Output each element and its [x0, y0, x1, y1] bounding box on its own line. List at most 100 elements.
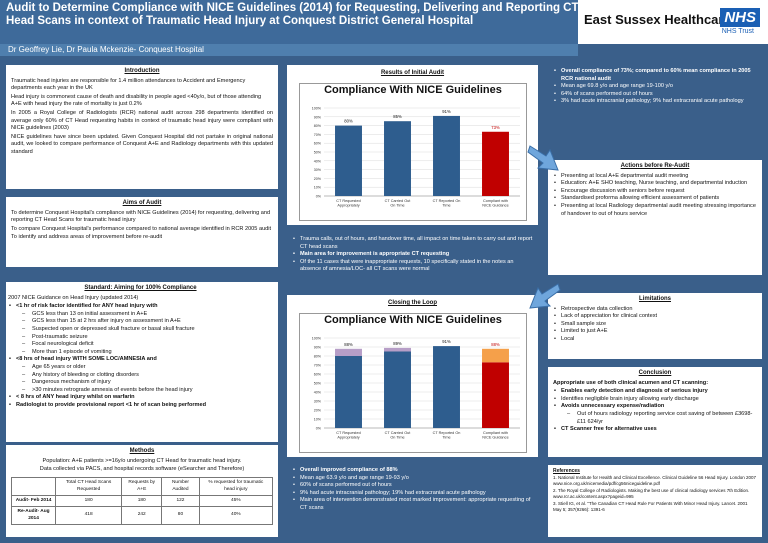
initial-summary-bullets: Overall compliance of 73%; compared to 6… [553, 68, 757, 106]
standard-criterion: <8 hrs of head injury WITH SOME LOC/AMNE… [8, 356, 273, 364]
y-tick-label: 60% [314, 373, 322, 377]
closing-loop-panel: Closing the Loop Compliance With NICE Gu… [287, 295, 538, 457]
nhs-trust-label: NHS Trust [721, 28, 754, 35]
y-tick-label: 50% [314, 151, 322, 155]
table-cell: 418 [55, 505, 123, 525]
references-list: 1. National Institute for Health and Cli… [553, 475, 757, 513]
table-cell: 180 [121, 494, 163, 507]
arrow-to-closing-loop-icon [529, 283, 561, 309]
limitation-item: Limited to just A+E [553, 328, 757, 336]
y-tick-label: 40% [314, 159, 322, 163]
intro-paragraph: Head injury is commonest cause of death … [11, 93, 262, 108]
standard-criterion: Dangerous mechanism of injury [8, 379, 273, 387]
standard-title: Standard: Aiming for 100% Compliance [84, 285, 197, 291]
introduction-panel: Introduction Traumatic head injuries are… [6, 65, 278, 189]
aims-panel: Aims of Audit To determine Conquest Hosp… [6, 197, 278, 267]
nhs-logo: NHS [720, 8, 760, 27]
data-label: 73% [491, 125, 500, 130]
limitation-item: Small sample size [553, 321, 757, 329]
actions-title: Actions before Re-Audit [620, 163, 690, 169]
table-cell: 242 [121, 505, 163, 525]
methods-panel: Methods Population: A+E patients >=16y/o… [6, 445, 278, 537]
y-tick-label: 0% [316, 427, 322, 431]
y-tick-label: 50% [314, 382, 322, 386]
category-label: Compliant with [483, 431, 508, 435]
data-label: 88% [491, 342, 500, 347]
category-label: On Time [390, 204, 404, 208]
standard-intro: 2007 NICE Guidance on Head Injury (updat… [8, 294, 139, 301]
limitation-item: Local [553, 336, 757, 344]
table-header: Number Audited [161, 476, 200, 496]
aims-paragraph: To identify and address areas of improve… [11, 234, 163, 241]
standard-criterion: GCS less than 13 on initial assessment i… [8, 311, 273, 319]
y-tick-label: 0% [316, 195, 322, 199]
table-header [10, 476, 57, 496]
closing-loop-item: Main area of intervention demonstrated m… [292, 497, 533, 512]
limitations-list: Retrospective data collectionLack of app… [553, 306, 757, 344]
aims-title: Aims of Audit [122, 200, 162, 206]
table-cell: 40% [198, 505, 274, 525]
category-label: CT Requested [336, 431, 360, 435]
initial-result-item: Trauma calls, out of hours, and handover… [292, 236, 533, 251]
standard-criterion: Any history of bleeding or clotting diso… [8, 372, 273, 380]
chart-title: Compliance With NICE Guidelines [324, 314, 502, 326]
closing-loop-item: 9% had acute intracranial pathology; 19%… [292, 490, 533, 498]
initial-results-panel: Results of Initial Audit Compliance With… [287, 65, 538, 225]
intro-paragraph: Traumatic head injuries are responsible … [11, 77, 246, 92]
category-label: NICE Guidance [482, 204, 508, 208]
standard-panel: Standard: Aiming for 100% Compliance 200… [6, 282, 278, 442]
intro-paragraph: In 2005 a Royal College of Radiologists … [11, 109, 273, 132]
y-tick-label: 20% [314, 409, 322, 413]
actions-list: Presenting at local A+E departmental aud… [553, 173, 757, 219]
standard-criterion: < 8 hrs of ANY head injury whilst on war… [8, 394, 273, 402]
bar [482, 362, 509, 428]
table-cell: Re-Audit- Aug 2014 [10, 505, 57, 525]
initial-results-bullets: Trauma calls, out of hours, and handover… [292, 236, 533, 274]
y-tick-label: 100% [312, 107, 322, 111]
chart-title: Compliance With NICE Guidelines [324, 84, 502, 96]
table-cell: 80 [161, 505, 200, 525]
y-tick-label: 60% [314, 142, 322, 146]
initial-results-title: Results of Initial Audit [380, 70, 445, 76]
category-label: CT Reported On [433, 431, 461, 435]
closing-loop-item: Overall improved compliance of 88% [292, 467, 533, 475]
reaudit-compliance-chart: 0% 10% 20% 30% 40% 50% 60% 70% 80% 90% 100% 88% CT R… [312, 337, 520, 440]
initial-result-item: Of the 11 cases that were inappropriate … [292, 259, 533, 274]
summary-item: Mean age 69.8 y/o and age range 19-100 y… [553, 83, 757, 91]
references-panel: References 1. National Institute for Hea… [548, 465, 762, 537]
conclusion-item: Avoids unnecessary expense/radiation [553, 403, 757, 411]
nhs-branding: East Sussex Healthcare NHS NHS Trust [578, 0, 768, 44]
closing-loop-title: Closing the Loop [388, 300, 437, 306]
data-label: 80% [344, 119, 353, 124]
references-title: References [553, 468, 580, 474]
action-item: Presenting at local A+E departmental aud… [553, 173, 757, 181]
conclusion-item: Out of hours radiology reporting service… [553, 411, 757, 426]
conclusion-item: Enables early detection and diagnosis of… [553, 388, 757, 396]
standard-criterion: >30 minutes retrograde amnesia of events… [8, 387, 273, 395]
y-tick-label: 10% [314, 418, 322, 422]
aims-paragraph: To compare Conquest Hospital's performan… [11, 225, 272, 232]
closing-loop-item: Mean age 63.9 y/o and age range 19-93 y/… [292, 475, 533, 483]
bar-increase [335, 348, 362, 356]
summary-item: 3% had acute intracranial pathology; 9% … [553, 98, 757, 106]
initial-compliance-chart: 0% 10% 20% 30% 40% 50% 60% 70% 80% 90% 100% 80% CT R… [312, 107, 520, 208]
closing-loop-notes: Overall improved compliance of 88%Mean a… [287, 464, 538, 540]
poster-title: Audit to Determine Compliance with NICE … [6, 2, 579, 27]
standard-criteria-list: <1 hr of risk factor identified for ANY … [8, 303, 273, 409]
bar [335, 125, 362, 196]
reference-item: 2. The Royal College of Radiologists. Ma… [553, 488, 750, 499]
action-item: Standardised proforma allowing efficient… [553, 195, 757, 203]
data-label: 88% [344, 342, 353, 347]
conclusion-item: Identifies negligible brain injury allow… [553, 396, 757, 404]
limitation-item: Lack of appreciation for clinical contex… [553, 313, 757, 321]
bar [384, 121, 411, 196]
closing-chart: Compliance With NICE Guidelines 0% 10% 20%… [299, 313, 527, 453]
conclusion-panel: Conclusion Appropriate use of both clini… [548, 367, 762, 457]
y-tick-label: 70% [314, 133, 322, 137]
methods-title: Methods [129, 448, 155, 454]
introduction-title: Introduction [124, 68, 160, 74]
y-tick-label: 40% [314, 391, 322, 395]
bar [384, 351, 411, 428]
bar-increase [384, 347, 411, 352]
arrow-to-actions-icon [527, 145, 559, 171]
